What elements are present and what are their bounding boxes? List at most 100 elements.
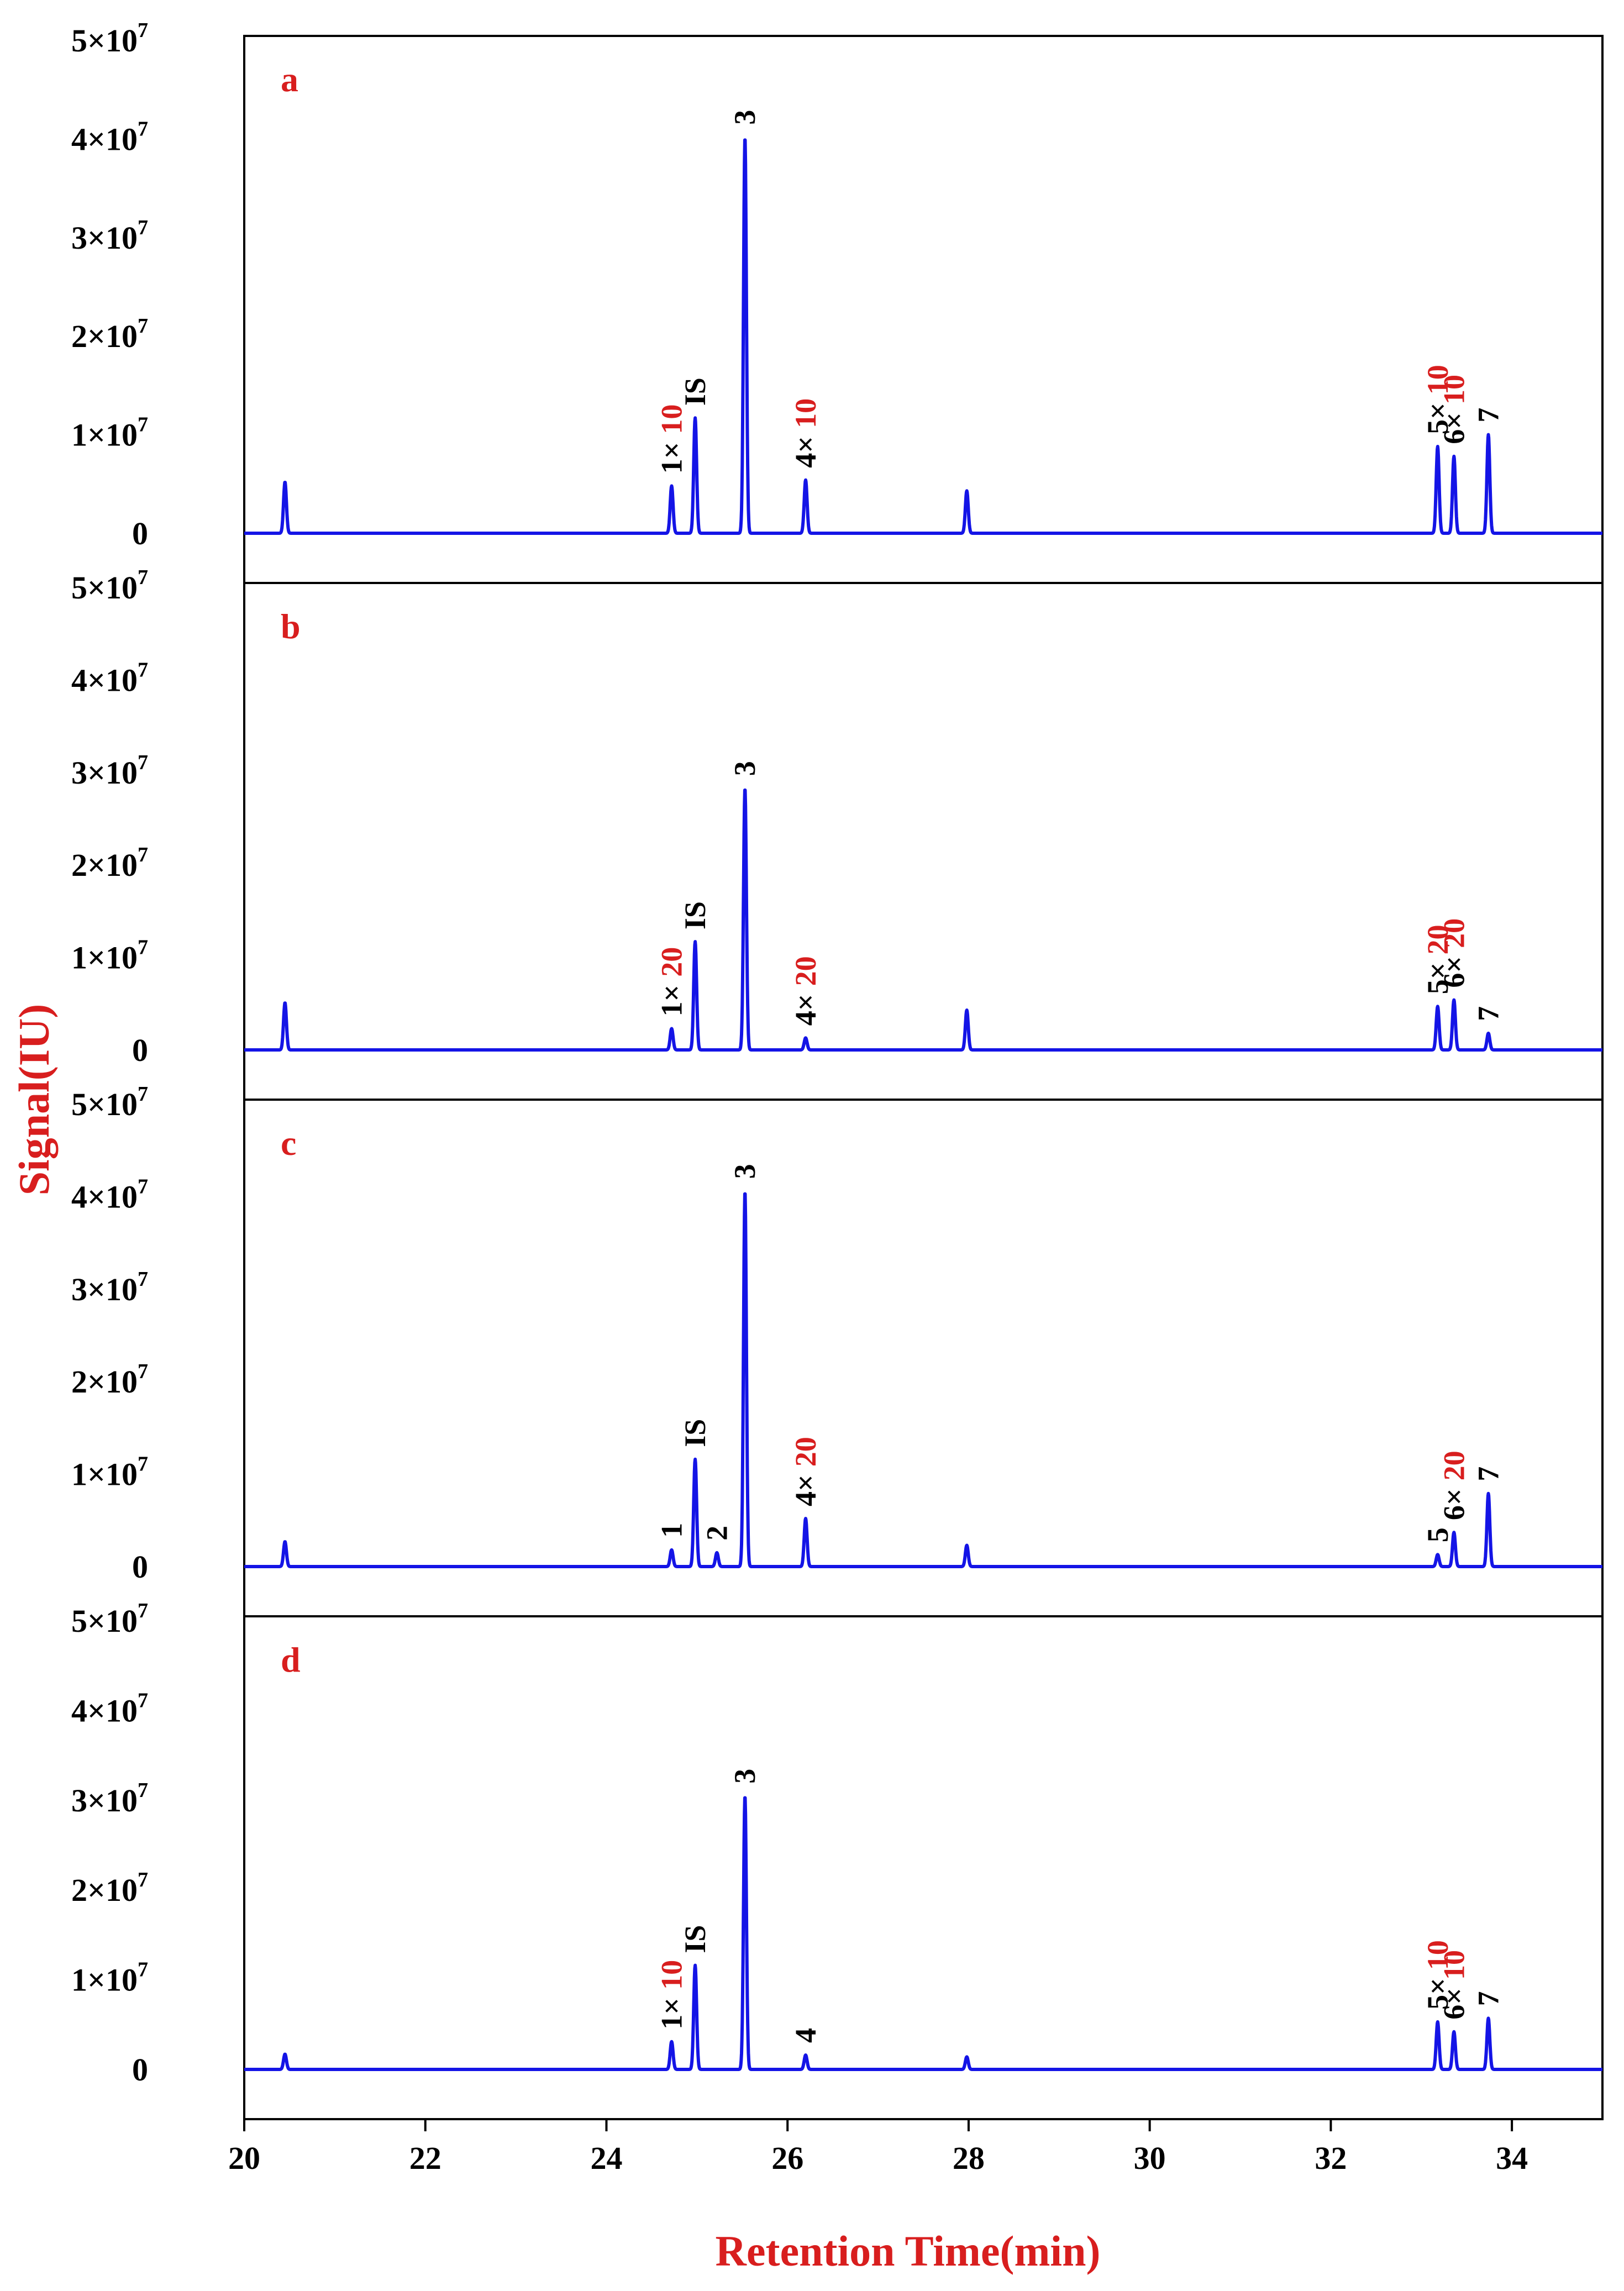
panel-frame — [243, 582, 1604, 1101]
y-tick-exponent: 7 — [138, 658, 148, 681]
y-tick-exponent: 7 — [138, 751, 148, 774]
panel-frame — [243, 1099, 1604, 1617]
y-tick-label: 3×107 — [71, 216, 148, 256]
y-tick-label: 0 — [132, 516, 148, 551]
peak-label: 6×20 — [1437, 918, 1470, 988]
x-tick-label: 26 — [771, 2140, 803, 2176]
y-tick-label: 0 — [132, 1032, 148, 1068]
y-tick-exponent: 7 — [138, 413, 148, 437]
peak-label-id: 7 — [1472, 1006, 1505, 1021]
peak-label: IS — [679, 1419, 712, 1447]
peak-label: 4 — [789, 2028, 822, 2043]
peak-label-id: 3 — [728, 1769, 761, 1784]
peak-label-id: IS — [679, 1419, 712, 1447]
peak-label: 7 — [1472, 1467, 1505, 1481]
peak-label: 5×10 — [1421, 1940, 1454, 2010]
peak-label: 1×10 — [655, 1960, 689, 2030]
peak-label-factor: 20 — [1437, 918, 1470, 948]
y-tick-label: 4×107 — [71, 1689, 148, 1728]
peak-label-id: 7 — [1472, 1991, 1505, 2006]
peak-label-id: 1× — [655, 985, 689, 1017]
peak-label-id: 2 — [700, 1526, 733, 1541]
peak-label: IS — [679, 377, 712, 406]
peak-label: 5×10 — [1421, 365, 1454, 434]
panel-tag-d: d — [281, 1640, 301, 1679]
peak-label-id: 7 — [1472, 408, 1505, 423]
peak-label: 6×10 — [1437, 1950, 1470, 2020]
y-tick-label: 3×107 — [71, 751, 148, 791]
y-tick-label: 2×107 — [71, 843, 148, 883]
y-tick-exponent: 7 — [138, 1689, 148, 1712]
y-tick-label: 3×107 — [71, 1779, 148, 1819]
peak-label: IS — [679, 901, 712, 929]
peak-label-id: 3 — [728, 1164, 761, 1179]
panel-c: 01×1072×1073×1074×1075×107c1IS234×2056×2… — [71, 1083, 1604, 1617]
panel-tag-a: a — [281, 60, 298, 99]
x-tick-label: 34 — [1496, 2140, 1528, 2176]
y-tick-exponent: 7 — [138, 1360, 148, 1383]
peak-label: 1×10 — [655, 404, 689, 474]
y-tick-label: 1×107 — [71, 1958, 148, 1998]
y-tick-exponent: 7 — [138, 566, 148, 589]
peak-label-factor: 10 — [789, 398, 822, 428]
y-tick-label: 5×107 — [71, 1083, 148, 1122]
peak-label: 5 — [1421, 1527, 1454, 1542]
peak-label-id: 3 — [728, 110, 761, 125]
peak-label-id: 6× — [1437, 956, 1470, 988]
peak-label-id: 4× — [789, 436, 822, 468]
panel-frame — [243, 1615, 1604, 2120]
y-tick-exponent: 7 — [138, 1268, 148, 1291]
peak-label-id: 6× — [1437, 1488, 1470, 1520]
peak-label: 4×20 — [789, 1437, 822, 1506]
y-tick-label: 1×107 — [71, 1453, 148, 1493]
peak-label-id: 4× — [789, 994, 822, 1026]
y-tick-exponent: 7 — [138, 117, 148, 140]
peak-label: 4×20 — [789, 956, 822, 1026]
peak-label-factor: 20 — [789, 956, 822, 986]
peak-label-id: IS — [679, 377, 712, 406]
peak-label-factor: 10 — [655, 1960, 689, 1990]
y-tick-label: 0 — [132, 2052, 148, 2088]
chromatogram-trace — [243, 138, 1604, 535]
peak-label: IS — [679, 1925, 712, 1953]
y-tick-exponent: 7 — [138, 1175, 148, 1198]
peak-label: 6×20 — [1437, 1451, 1470, 1520]
peak-label-id: IS — [679, 901, 712, 929]
peak-label-factor: 10 — [1421, 365, 1454, 395]
y-tick-exponent: 7 — [138, 314, 148, 338]
y-tick-label: 0 — [132, 1549, 148, 1585]
peak-label-id: 6× — [1437, 412, 1470, 444]
y-tick-label: 4×107 — [71, 117, 148, 157]
y-tick-label: 1×107 — [71, 936, 148, 976]
panel-frame — [243, 35, 1604, 584]
x-tick-label: 32 — [1315, 2140, 1347, 2176]
peak-label-factor: 20 — [1437, 1451, 1470, 1480]
y-tick-label: 2×107 — [71, 314, 148, 354]
peak-label-id: 6× — [1437, 1988, 1470, 2020]
peak-label: 6×10 — [1437, 375, 1470, 444]
peak-label-id: 1× — [655, 442, 689, 474]
y-tick-label: 5×107 — [71, 19, 148, 59]
x-tick-label: 28 — [953, 2140, 985, 2176]
peak-label-id: 3 — [728, 761, 761, 776]
x-axis: 20 22 24 26 28 30 32 34 — [228, 2119, 1528, 2176]
peak-label-factor: 10 — [1437, 1950, 1470, 1980]
peak-label-id: 1× — [655, 1998, 689, 2030]
peak-label-factor: 10 — [1421, 1940, 1454, 1970]
y-tick-exponent: 7 — [138, 1083, 148, 1106]
y-tick-exponent: 7 — [138, 216, 148, 239]
chromatogram-trace — [243, 788, 1604, 1052]
y-tick-exponent: 7 — [138, 1453, 148, 1476]
y-tick-label: 5×107 — [71, 566, 148, 606]
peak-label-id: 5× — [1421, 963, 1454, 995]
y-tick-label: 4×107 — [71, 658, 148, 698]
chromatogram-trace — [243, 1796, 1604, 2071]
peak-label-id: 4× — [789, 1474, 822, 1506]
panel-tag-c: c — [281, 1123, 296, 1163]
peak-label: 7 — [1472, 408, 1505, 423]
y-tick-label: 2×107 — [71, 1360, 148, 1400]
peak-label-id: 7 — [1472, 1467, 1505, 1481]
peak-label-factor: 20 — [789, 1437, 822, 1467]
